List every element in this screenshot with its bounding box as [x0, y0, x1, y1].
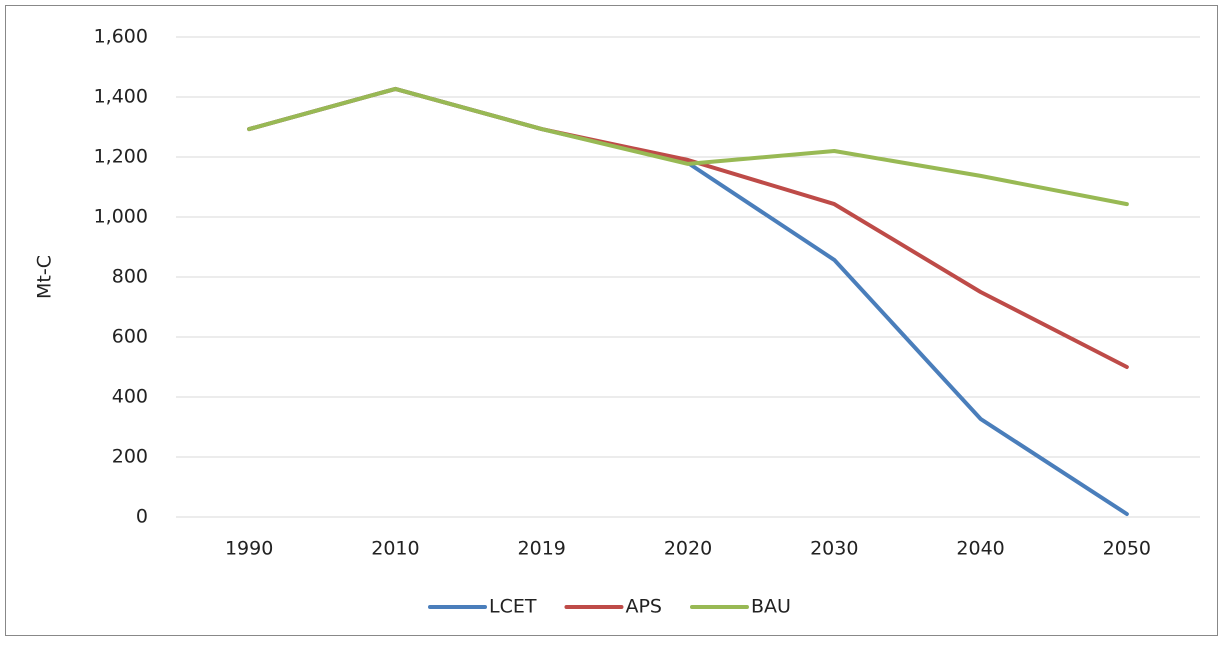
- x-tick-label: 2020: [664, 538, 712, 560]
- y-tick-label: 1,400: [94, 86, 148, 108]
- y-tick-label: 0: [136, 506, 148, 528]
- x-tick-label: 2040: [956, 538, 1004, 560]
- series-line: [247, 86, 1129, 207]
- x-tick-label: 2030: [810, 538, 858, 560]
- y-tick-label: 800: [112, 266, 148, 288]
- y-tick-label: 200: [112, 446, 148, 468]
- x-tick-label: 2019: [518, 538, 566, 560]
- y-tick-label: 400: [112, 386, 148, 408]
- x-tick-label: 1990: [225, 538, 273, 560]
- legend-label: LCET: [489, 596, 537, 618]
- y-tick-label: 1,000: [94, 206, 148, 228]
- y-axis-label: Mt-C: [34, 255, 56, 299]
- x-tick-label: 2010: [371, 538, 419, 560]
- legend-label: APS: [625, 596, 662, 618]
- y-tick-label: 600: [112, 326, 148, 348]
- y-tick-label: 1,200: [94, 146, 148, 168]
- legend-label: BAU: [751, 596, 791, 618]
- y-tick-label: 1,600: [94, 26, 148, 48]
- x-tick-label: 2050: [1103, 538, 1151, 560]
- chart-border: [5, 5, 1218, 636]
